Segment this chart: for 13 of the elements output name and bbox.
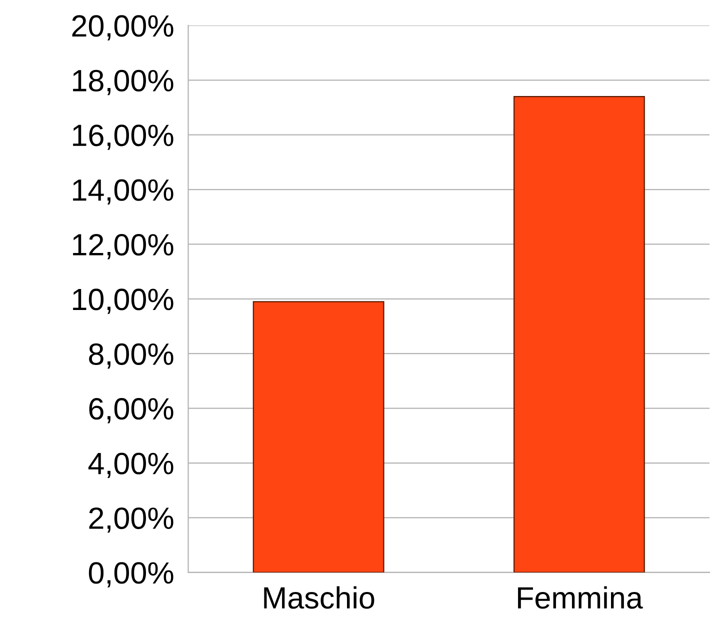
y-tick-label: 4,00% bbox=[88, 452, 174, 478]
x-tick-label: Maschio bbox=[264, 586, 374, 609]
y-tick-label: 0,00% bbox=[88, 562, 174, 588]
y-tick-label: 16,00% bbox=[73, 124, 174, 150]
y-tick-label: 12,00% bbox=[73, 234, 174, 260]
y-tick-label: 8,00% bbox=[89, 343, 174, 369]
y-tick-label: 20,00% bbox=[72, 15, 174, 40]
y-tick-label: 2,00% bbox=[89, 507, 174, 533]
y-tick-label: 6,00% bbox=[89, 398, 174, 424]
x-tick-label: Femmina bbox=[518, 586, 643, 609]
y-tick-label: 10,00% bbox=[73, 288, 174, 314]
y-tick-label: 14,00% bbox=[73, 179, 174, 205]
y-tick-label: 18,00% bbox=[73, 70, 174, 96]
